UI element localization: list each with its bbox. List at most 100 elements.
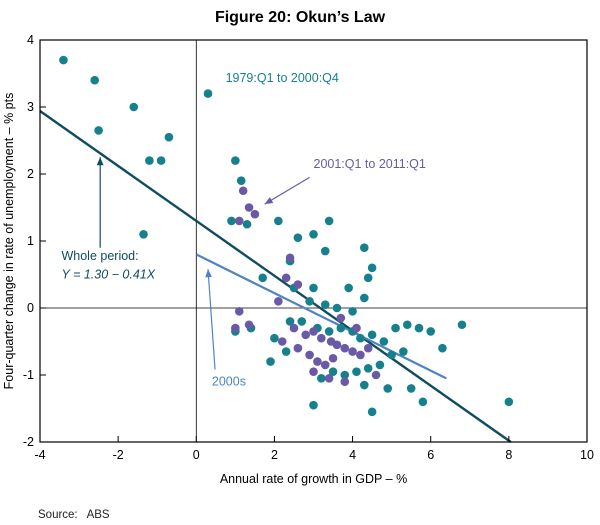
- data-point: [309, 367, 318, 376]
- data-point: [332, 303, 342, 313]
- data-point: [305, 297, 314, 306]
- annotation-label-2: Whole period:: [61, 249, 138, 263]
- data-point: [281, 347, 291, 356]
- series-points-1: [231, 186, 381, 387]
- data-point: [305, 350, 314, 360]
- data-point: [313, 357, 322, 366]
- data-point: [289, 323, 299, 333]
- x-tick-label: 4: [349, 448, 356, 462]
- data-point: [94, 126, 103, 135]
- y-tick-label: -2: [23, 435, 34, 449]
- data-point: [340, 370, 350, 380]
- data-point: [359, 380, 369, 390]
- data-point: [383, 384, 393, 393]
- data-point: [234, 307, 244, 316]
- data-point: [231, 323, 240, 333]
- data-point: [250, 209, 260, 219]
- data-point: [399, 347, 408, 356]
- x-tick-label: -4: [34, 448, 45, 462]
- data-point: [336, 313, 346, 323]
- data-point: [356, 333, 365, 343]
- annotation-arrow-2: [96, 157, 104, 248]
- source-note: Source: ABS: [38, 509, 110, 521]
- data-point: [238, 186, 248, 196]
- data-point: [367, 407, 377, 417]
- data-point: [317, 333, 326, 343]
- data-point: [234, 216, 244, 226]
- y-tick-label: 4: [27, 34, 34, 47]
- data-point: [90, 75, 99, 85]
- data-point: [391, 323, 400, 333]
- data-point: [145, 156, 154, 165]
- annotation-label-0: 1979:Q1 to 2000:Q4: [226, 71, 339, 85]
- data-point: [363, 343, 373, 353]
- trend-line-0: [39, 110, 512, 443]
- data-point: [270, 333, 279, 343]
- x-tick-label: 8: [505, 448, 512, 462]
- data-point: [320, 360, 330, 370]
- data-point: [320, 246, 330, 256]
- data-point: [156, 156, 166, 165]
- data-point: [244, 203, 254, 212]
- data-point: [236, 176, 246, 185]
- data-point: [371, 370, 381, 380]
- trend-line-1: [195, 253, 447, 380]
- data-point: [367, 330, 377, 340]
- data-point: [258, 273, 268, 283]
- data-point: [285, 253, 295, 263]
- data-point: [336, 323, 346, 333]
- data-point: [367, 263, 377, 273]
- data-point: [301, 330, 310, 340]
- data-point: [438, 343, 447, 353]
- data-point: [164, 132, 174, 142]
- data-point: [293, 280, 303, 289]
- chart-title: Figure 20: Okun’s Law: [214, 9, 386, 26]
- x-tick-label: -2: [113, 448, 124, 462]
- data-point: [274, 297, 283, 306]
- data-point: [309, 400, 318, 410]
- data-point: [139, 230, 148, 239]
- data-point: [418, 397, 428, 407]
- data-point: [379, 337, 389, 346]
- data-point: [402, 320, 412, 330]
- data-point: [320, 300, 330, 309]
- data-point: [293, 233, 303, 242]
- annotation-arrow-4: [205, 269, 216, 370]
- data-point: [277, 337, 287, 346]
- data-point: [281, 273, 291, 283]
- data-point: [387, 350, 396, 360]
- data-point: [293, 343, 303, 353]
- data-point: [356, 350, 365, 360]
- data-point: [340, 343, 350, 353]
- data-point: [328, 353, 338, 363]
- data-point: [340, 377, 350, 387]
- x-tick-label: 10: [580, 448, 594, 462]
- x-tick-label: 0: [193, 448, 200, 462]
- data-point: [309, 230, 318, 239]
- data-point: [309, 327, 318, 336]
- data-point: [348, 307, 357, 316]
- data-point: [363, 364, 373, 373]
- data-point: [324, 327, 334, 336]
- data-point: [504, 397, 514, 407]
- data-point: [352, 367, 361, 376]
- plot-border: [39, 39, 588, 443]
- data-point: [363, 273, 373, 283]
- x-axis-title: Annual rate of growth in GDP – %: [220, 472, 407, 486]
- y-tick-label: 3: [27, 100, 34, 114]
- data-point: [266, 357, 275, 366]
- data-point: [285, 317, 295, 326]
- data-point: [359, 293, 369, 303]
- data-point: [309, 283, 318, 293]
- y-tick-label: 2: [27, 167, 34, 181]
- data-point: [375, 360, 385, 370]
- data-point: [332, 340, 342, 350]
- data-point: [317, 374, 326, 383]
- y-tick-label: -1: [23, 368, 34, 382]
- data-point: [328, 367, 338, 376]
- data-point: [324, 374, 334, 383]
- data-point: [414, 323, 424, 333]
- annotation-label-4: 2000s: [212, 375, 246, 389]
- data-point: [244, 320, 254, 330]
- x-tick-label: 6: [427, 448, 434, 462]
